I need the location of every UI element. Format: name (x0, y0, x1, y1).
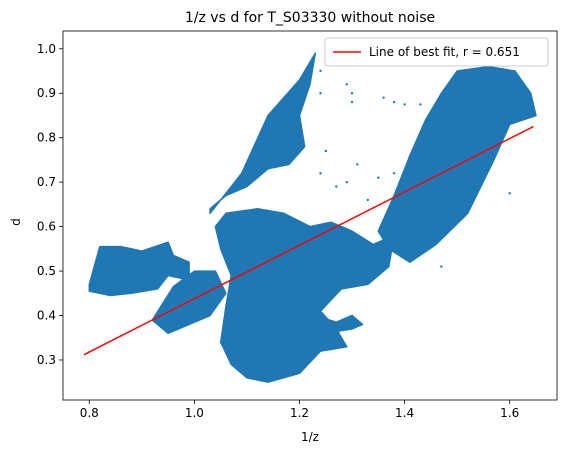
scatter-point (403, 103, 406, 106)
y-tick-label: 0.8 (37, 131, 56, 145)
scatter-cluster-4 (377, 65, 537, 263)
legend-entry-fit: Line of best fit, r = 0.651 (369, 45, 520, 59)
x-tick-label: 1.0 (185, 406, 204, 420)
scatter-cluster-5 (303, 314, 364, 335)
scatter-point (382, 96, 385, 99)
scatter-point (319, 92, 322, 95)
scatter-point (345, 181, 348, 184)
scatter-point (350, 100, 354, 104)
legend: Line of best fit, r = 0.651 (324, 37, 549, 67)
scatter-point (508, 192, 511, 195)
axes: 0.8 1.0 1.2 1.4 1.6 0.3 0.4 0.5 0.6 0.7 0.8 0.9 1.0 (37, 30, 558, 420)
chart-title: 1/z vs d for T_S03330 without noise (185, 10, 435, 26)
y-axis-label: d (9, 218, 23, 226)
scatter-point (440, 265, 443, 268)
scatter-cluster-2 (209, 52, 317, 215)
scatter-point (419, 103, 422, 106)
scatter-point (392, 100, 396, 104)
y-tick-label: 0.3 (37, 353, 56, 367)
scatter-cluster-3 (214, 208, 395, 383)
scatter-point (319, 172, 322, 175)
x-axis-label: 1/z (301, 430, 319, 444)
y-tick-label: 1.0 (37, 42, 56, 56)
plot-frame (62, 30, 558, 401)
scatter-point (392, 172, 396, 175)
y-tick-label: 0.6 (37, 220, 56, 234)
scatter-point (366, 198, 369, 202)
scatter-point (345, 83, 348, 86)
x-tick-label: 1.2 (290, 406, 309, 420)
scatter-point (335, 185, 338, 188)
x-tick-label: 1.6 (500, 406, 519, 420)
plot-area (83, 52, 537, 383)
scatter-cluster-0 (88, 241, 190, 297)
y-tick-label: 0.4 (37, 309, 56, 323)
y-tick-label: 0.7 (37, 175, 56, 189)
x-tick-label: 1.4 (395, 406, 414, 420)
scatter-point (377, 176, 380, 179)
legend-box (324, 37, 549, 67)
scatter-point (440, 100, 443, 104)
scatter-point (324, 149, 327, 153)
scatter-cluster-1 (151, 270, 227, 335)
scatter-point (319, 69, 322, 73)
scatter-point (350, 92, 354, 95)
scatter-point (356, 163, 359, 166)
y-tick-label: 0.5 (37, 264, 56, 278)
best-fit-line (83, 125, 534, 356)
y-tick-label: 0.9 (37, 86, 56, 100)
x-tick-label: 0.8 (80, 406, 99, 420)
